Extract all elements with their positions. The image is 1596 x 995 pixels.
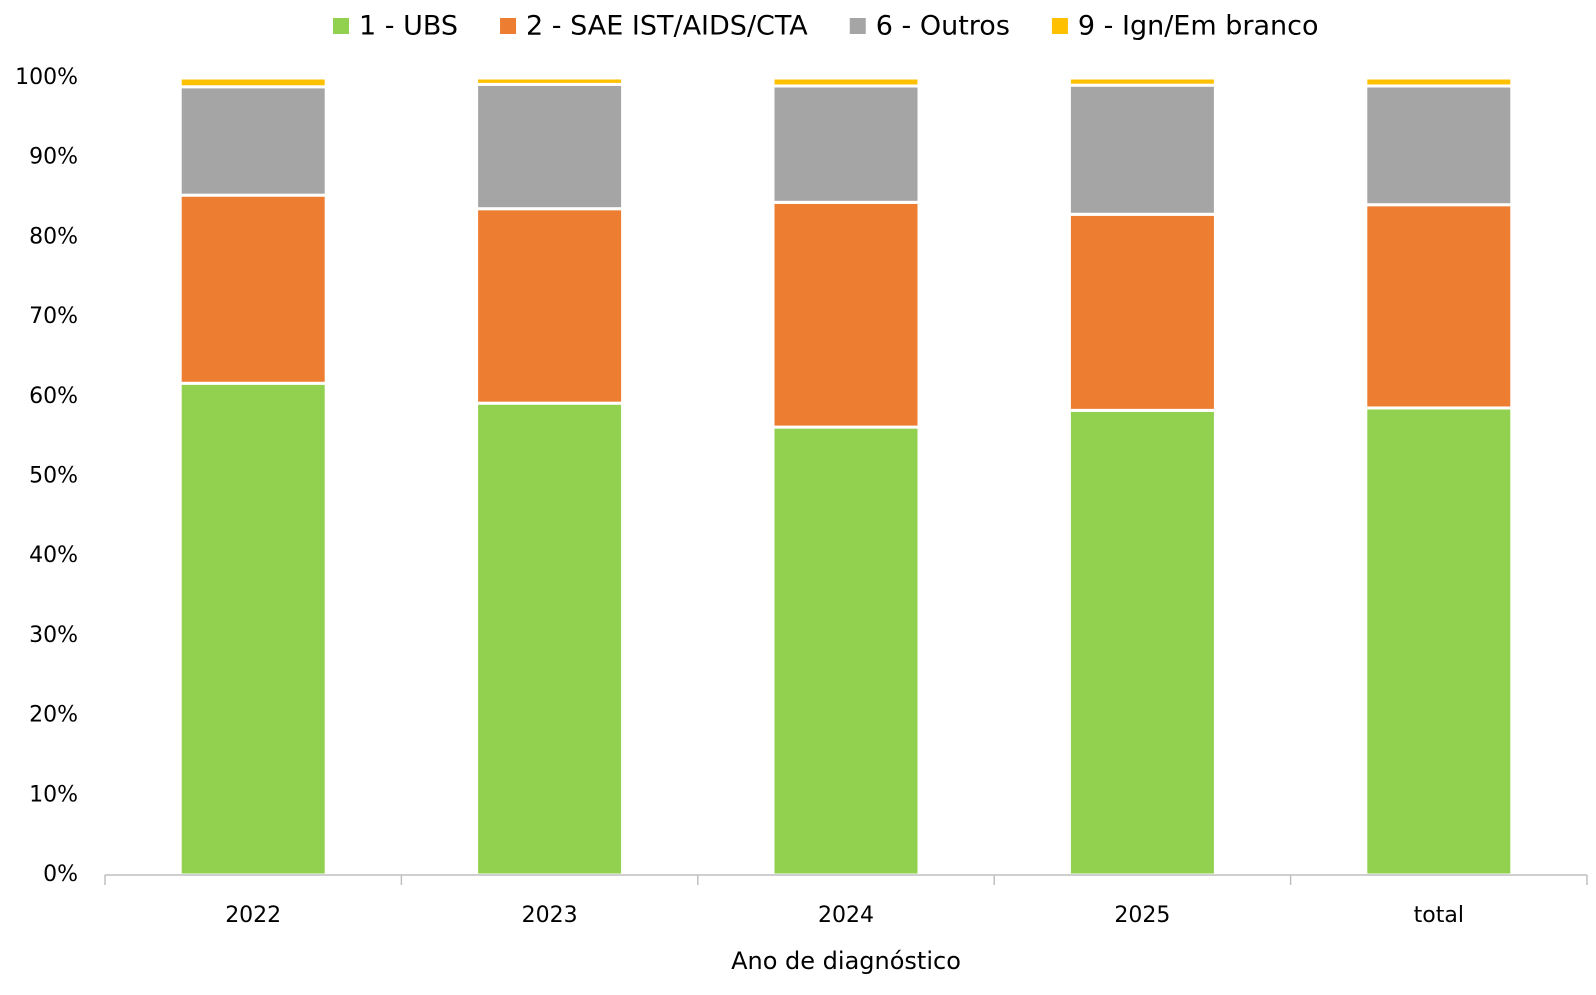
legend-label: 9 - Ign/Em branco: [1078, 11, 1319, 42]
y-tick-label: 100%: [15, 65, 78, 90]
legend-swatch: [849, 18, 866, 34]
x-tick-label: 2024: [818, 903, 874, 928]
legend-swatch: [500, 18, 517, 34]
y-tick-label: 90%: [29, 145, 78, 170]
legend-label: 6 - Outros: [876, 11, 1010, 42]
y-tick-label: 30%: [29, 623, 78, 648]
y-tick-label: 60%: [29, 384, 78, 409]
bar-segment: [1067, 76, 1217, 87]
bar-segment: [475, 76, 625, 86]
y-tick-label: 50%: [29, 464, 78, 489]
x-tick-label: 2023: [522, 903, 578, 928]
y-tick-label: 70%: [29, 304, 78, 329]
bar-segment: [771, 200, 921, 429]
bar-segment: [178, 85, 328, 197]
bar-segment: [1364, 84, 1514, 207]
y-tick-label: 0%: [43, 862, 78, 887]
bar-segment: [475, 401, 625, 877]
x-tick-label: 2025: [1114, 903, 1170, 928]
bar-segment: [1364, 76, 1514, 88]
bar-segment: [1067, 408, 1217, 877]
x-tick-label: total: [1414, 903, 1464, 928]
bar-segment: [771, 84, 921, 204]
y-tick-label: 40%: [29, 543, 78, 568]
y-tick-label: 20%: [29, 703, 78, 728]
bar-segment: [1067, 83, 1217, 216]
legend-swatch: [1051, 18, 1068, 34]
legend-swatch: [333, 18, 349, 34]
bar-segment: [475, 207, 625, 405]
y-tick-label: 10%: [29, 782, 78, 807]
bar-segment: [1364, 406, 1514, 877]
bar-segment: [178, 193, 328, 385]
bar-segment: [178, 76, 328, 89]
bar-segment: [1364, 203, 1514, 410]
legend-label: 1 - UBS: [359, 11, 458, 42]
bar-segment: [475, 82, 625, 211]
bar-segment: [1067, 212, 1217, 412]
x-tick-label: 2022: [225, 903, 281, 928]
legend-label: 2 - SAE IST/AIDS/CTA: [526, 11, 808, 42]
bar-segment: [178, 381, 328, 877]
x-axis-label: Ano de diagnóstico: [731, 947, 961, 975]
bar-segment: [771, 76, 921, 88]
bar-segment: [771, 425, 921, 877]
y-tick-label: 80%: [29, 224, 78, 249]
